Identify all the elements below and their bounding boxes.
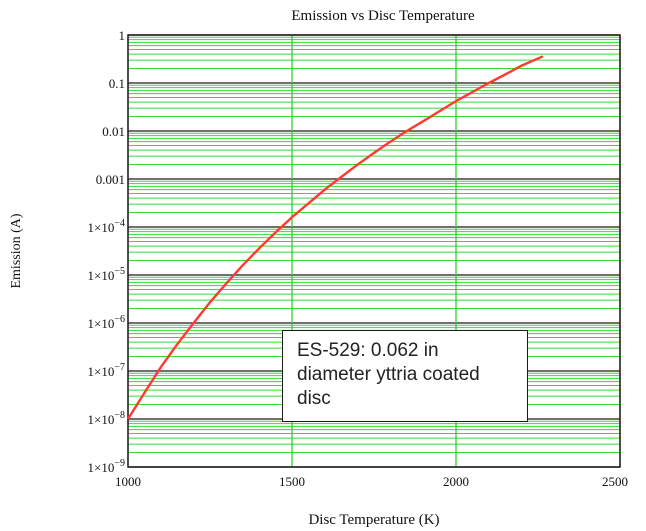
y-tick-labels: 1 0.1 0.01 0.001 1×10−4 1×10−5 1×10−6 1×10−7 1×1… — [88, 28, 125, 475]
y-axis-label: Emission (A) — [9, 213, 24, 288]
y-tick-label: 1 — [119, 28, 126, 43]
y-tick-label: 1×10−7 — [88, 362, 125, 379]
x-tick-label: 1000 — [115, 474, 141, 489]
plot-frame — [127, 34, 621, 468]
x-axis-label: Disc Temperature (K) — [308, 512, 439, 528]
y-tick-label: 1×10−9 — [88, 458, 125, 475]
y-tick-label: 1×10−6 — [88, 314, 125, 331]
y-tick-label: 1×10−8 — [88, 410, 125, 427]
y-tick-label: 0.01 — [102, 124, 125, 139]
series-line — [126, 55, 544, 420]
x-tick-label: 2000 — [443, 474, 469, 489]
x-tick-label: 2500 — [602, 474, 628, 489]
x-tick-label: 1500 — [279, 474, 305, 489]
y-tick-label: 0.1 — [109, 76, 125, 91]
y-tick-label: 1×10−4 — [88, 218, 125, 235]
chart-title: Emission vs Disc Temperature — [291, 8, 475, 24]
y-tick-label: 0.001 — [96, 172, 125, 187]
annotation-box: ES-529: 0.062 in diameter yttria coated … — [282, 330, 528, 422]
series-group — [126, 55, 544, 420]
y-tick-label: 1×10−5 — [88, 266, 125, 283]
x-tick-labels: 1000 1500 2000 2500 — [115, 474, 628, 489]
